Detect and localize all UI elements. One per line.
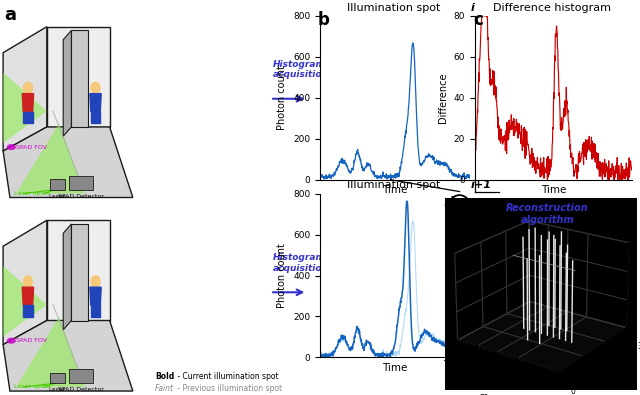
Text: i: i (471, 2, 475, 13)
Text: Illumination spot: Illumination spot (347, 180, 444, 190)
Polygon shape (3, 320, 133, 391)
Polygon shape (90, 94, 101, 112)
Text: c: c (474, 11, 483, 29)
Polygon shape (23, 112, 33, 123)
X-axis label: Time: Time (541, 185, 566, 195)
Text: Laser: Laser (49, 194, 66, 199)
Polygon shape (3, 27, 47, 151)
Text: Histogram
acquisition: Histogram acquisition (273, 253, 329, 273)
Circle shape (24, 276, 33, 287)
Bar (68, 176, 93, 190)
Polygon shape (90, 287, 101, 305)
Text: SPAD FOV: SPAD FOV (16, 338, 47, 343)
Polygon shape (16, 123, 85, 194)
Polygon shape (72, 30, 88, 127)
Text: - Current illumination spot: - Current illumination spot (175, 372, 279, 381)
Polygon shape (63, 224, 72, 330)
Polygon shape (47, 220, 109, 320)
Text: Bold: Bold (155, 372, 175, 381)
Text: - Previous illumination spot: - Previous illumination spot (175, 384, 282, 393)
Text: b: b (318, 11, 330, 29)
Text: +: + (453, 211, 466, 226)
Text: i+1: i+1 (471, 180, 492, 190)
Polygon shape (3, 266, 47, 337)
Text: Laser: Laser (49, 387, 66, 393)
Polygon shape (91, 112, 100, 123)
Text: Illumination spot: Illumination spot (347, 2, 444, 13)
Text: Laser spots: Laser spots (14, 190, 50, 196)
Y-axis label: m: m (623, 380, 631, 389)
Polygon shape (3, 127, 133, 198)
Polygon shape (3, 220, 47, 344)
Circle shape (24, 82, 33, 94)
Polygon shape (16, 316, 85, 387)
Ellipse shape (8, 145, 15, 150)
Text: SPAD FOV: SPAD FOV (16, 145, 47, 150)
Text: SPAD Detector: SPAD Detector (58, 194, 104, 199)
Bar (50, 179, 65, 190)
X-axis label: Time: Time (383, 363, 408, 373)
Bar (68, 369, 93, 383)
Text: SPAD Detector: SPAD Detector (58, 387, 104, 393)
Circle shape (91, 276, 100, 287)
Y-axis label: Photon count: Photon count (278, 65, 287, 130)
Text: Laser spots: Laser spots (14, 384, 50, 389)
X-axis label: Time: Time (383, 185, 408, 195)
Text: Histogram
acquisition: Histogram acquisition (273, 60, 329, 79)
Polygon shape (47, 27, 109, 127)
X-axis label: m: m (479, 392, 488, 395)
Polygon shape (23, 305, 33, 316)
Ellipse shape (8, 338, 15, 343)
Y-axis label: Difference: Difference (438, 73, 448, 123)
Polygon shape (22, 287, 33, 305)
Polygon shape (72, 224, 88, 320)
Bar (50, 373, 65, 383)
Polygon shape (22, 94, 33, 112)
Text: d: d (444, 196, 456, 214)
Y-axis label: Photon count: Photon count (278, 243, 287, 308)
Polygon shape (63, 30, 72, 136)
Circle shape (91, 82, 100, 94)
Polygon shape (91, 305, 100, 316)
Text: −: − (452, 199, 467, 217)
Text: Difference histogram: Difference histogram (493, 2, 614, 13)
Circle shape (447, 195, 472, 228)
Text: Reconstruction
algorithm: Reconstruction algorithm (506, 203, 589, 225)
Text: Faint: Faint (155, 384, 174, 393)
Text: a: a (4, 6, 17, 24)
Polygon shape (3, 72, 47, 143)
